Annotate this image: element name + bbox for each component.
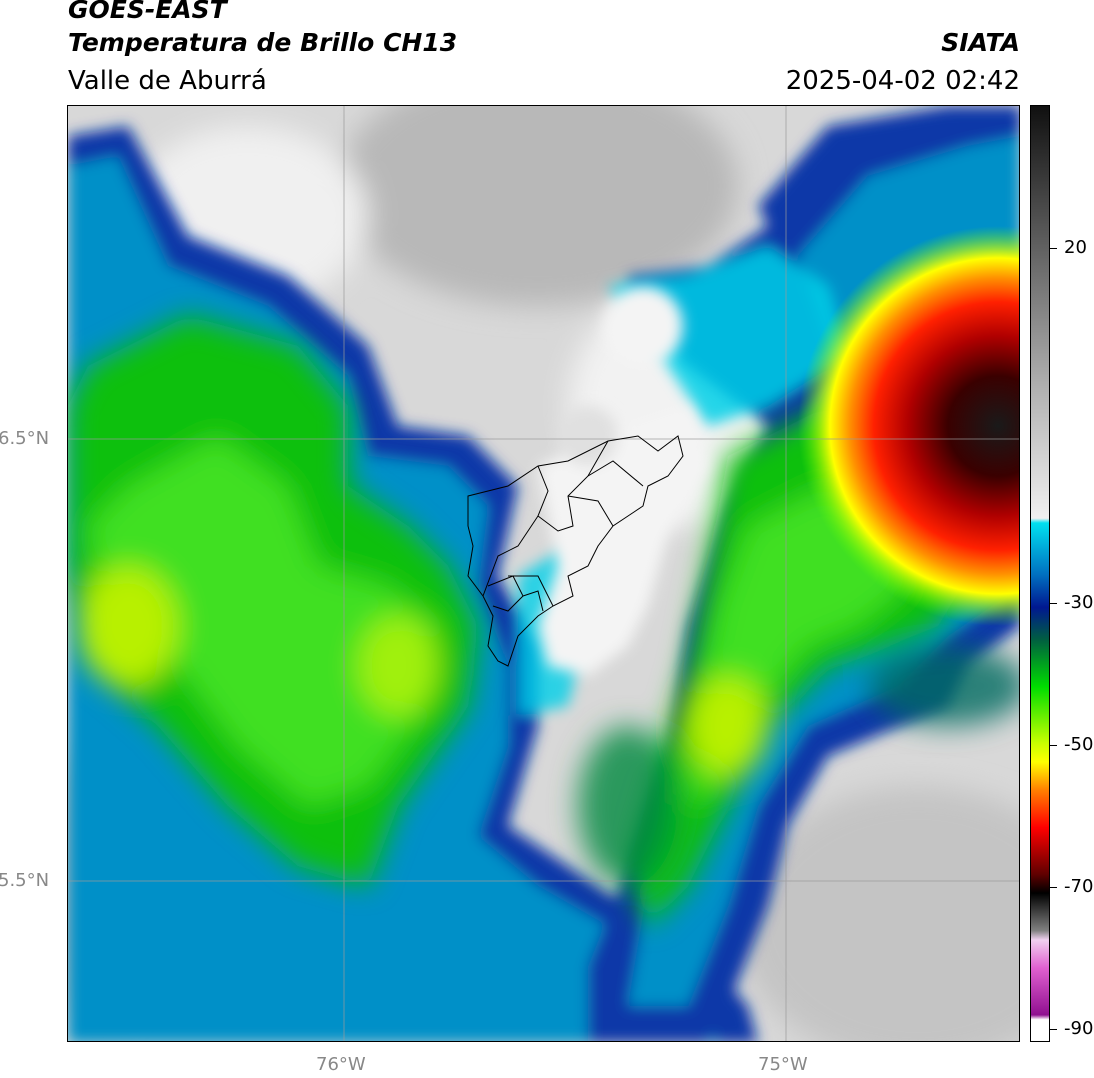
- colorbar-label-20: 20: [1064, 237, 1087, 258]
- colorbar: [1030, 105, 1050, 1042]
- lon-label-76w: 76°W: [316, 1054, 366, 1075]
- municipal-boundaries: [467, 435, 684, 667]
- organization-label: SIATA: [941, 28, 1020, 57]
- colorbar-tick: [1050, 1029, 1057, 1030]
- colorbar-tick: [1050, 887, 1057, 888]
- lat-label-5-5: 5.5°N: [0, 870, 50, 891]
- lat-label-6-5: 6.5°N: [0, 428, 50, 449]
- product-title: Temperatura de Brillo CH13: [68, 28, 458, 57]
- colorbar-tick: [1050, 603, 1057, 604]
- colorbar-label-minus70: -70: [1064, 876, 1094, 897]
- colorbar-tick: [1050, 248, 1057, 249]
- region-subtitle: Valle de Aburrá: [68, 66, 267, 96]
- graticule: [68, 106, 1019, 1041]
- colorbar-tick: [1050, 745, 1057, 746]
- lon-label-75w: 75°W: [758, 1054, 808, 1075]
- satellite-title: GOES-EAST: [68, 0, 227, 24]
- colorbar-gradient: [1031, 106, 1049, 1041]
- brightness-temperature-field: [68, 106, 1019, 1041]
- datetime-label: 2025-04-02 02:42: [785, 66, 1020, 96]
- colorbar-label-minus50: -50: [1064, 734, 1094, 755]
- colorbar-label-minus30: -30: [1064, 592, 1094, 613]
- satellite-map[interactable]: [67, 105, 1020, 1042]
- colorbar-label-minus90: -90: [1064, 1018, 1094, 1039]
